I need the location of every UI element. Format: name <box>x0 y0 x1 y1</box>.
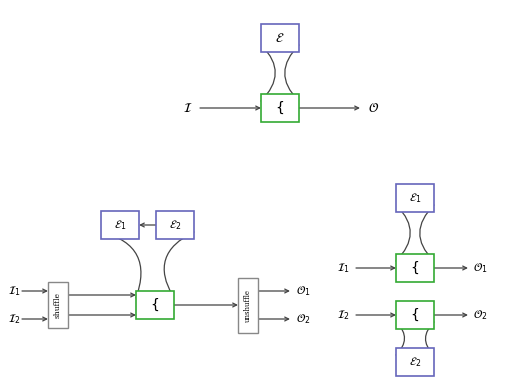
FancyBboxPatch shape <box>261 94 299 122</box>
Text: $\mathcal{I}_1$: $\mathcal{I}_1$ <box>337 261 350 275</box>
FancyBboxPatch shape <box>156 211 194 239</box>
FancyBboxPatch shape <box>396 348 434 376</box>
Text: $\mathcal{O}$: $\mathcal{O}$ <box>368 102 379 114</box>
Text: $\{$: $\{$ <box>411 260 419 276</box>
Text: $\mathcal{I}_2$: $\mathcal{I}_2$ <box>337 308 350 322</box>
Text: $\mathcal{O}_2$: $\mathcal{O}_2$ <box>473 308 487 322</box>
FancyBboxPatch shape <box>136 291 174 319</box>
FancyBboxPatch shape <box>396 301 434 329</box>
FancyBboxPatch shape <box>396 254 434 282</box>
FancyBboxPatch shape <box>101 211 139 239</box>
Text: $\mathcal{E}_2$: $\mathcal{E}_2$ <box>169 218 181 232</box>
Text: $\mathcal{E}_2$: $\mathcal{E}_2$ <box>409 355 421 369</box>
Text: $\{$: $\{$ <box>276 100 285 116</box>
Text: $\{$: $\{$ <box>151 297 159 313</box>
Text: $\mathcal{O}_1$: $\mathcal{O}_1$ <box>473 261 488 275</box>
FancyBboxPatch shape <box>261 24 299 52</box>
Text: shuffle: shuffle <box>54 292 62 318</box>
Text: $\mathcal{I}$: $\mathcal{I}$ <box>182 102 192 114</box>
Text: $\mathcal{I}_2$: $\mathcal{I}_2$ <box>8 312 21 326</box>
FancyBboxPatch shape <box>396 184 434 212</box>
Text: $\{$: $\{$ <box>411 307 419 323</box>
FancyBboxPatch shape <box>48 282 68 328</box>
Text: $\mathcal{O}_2$: $\mathcal{O}_2$ <box>296 312 310 326</box>
FancyBboxPatch shape <box>238 278 258 333</box>
Text: $\mathcal{E}_1$: $\mathcal{E}_1$ <box>114 218 126 232</box>
Text: $\mathcal{E}_1$: $\mathcal{E}_1$ <box>409 191 421 205</box>
Text: $\mathcal{O}_1$: $\mathcal{O}_1$ <box>296 284 310 298</box>
Text: $\mathcal{E}$: $\mathcal{E}$ <box>276 32 285 45</box>
Text: unshuffle: unshuffle <box>244 288 252 321</box>
Text: $\mathcal{I}_1$: $\mathcal{I}_1$ <box>8 284 21 298</box>
